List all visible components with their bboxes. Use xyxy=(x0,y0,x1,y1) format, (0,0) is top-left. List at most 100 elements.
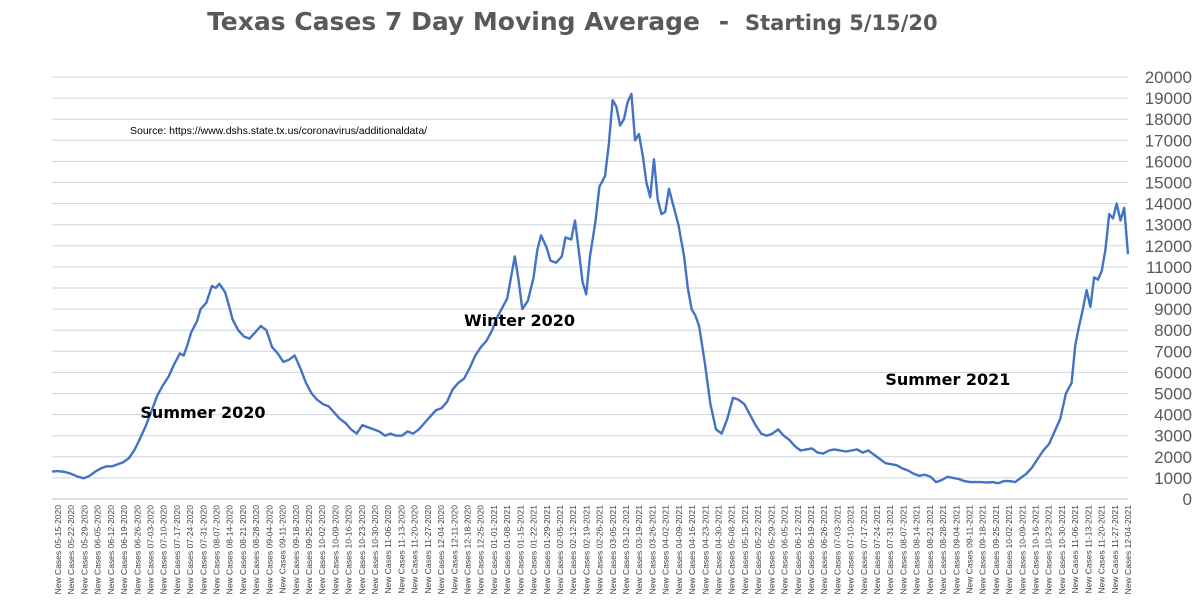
x-tick-label: New Cases 10-09-2021 xyxy=(1017,505,1027,595)
x-axis: New Cases 05-15-2020 New Cases 05-22-2020… xyxy=(53,505,1133,595)
annotations: Summer 2020 Winter 2020 Summer 2021 xyxy=(140,311,1010,422)
x-tick-label: New Cases 06-19-2021 xyxy=(806,505,816,595)
x-tick-label: New Cases 11-20-2021 xyxy=(1097,505,1107,594)
x-tick-label: New Cases 06-12-2020 xyxy=(106,505,116,595)
x-tick-label: New Cases 09-04-2020 xyxy=(264,505,274,595)
x-tick-label: New Cases 11-20-2020 xyxy=(410,505,420,594)
x-tick-label: New Cases 11-06-2021 xyxy=(1070,505,1080,594)
y-tick-label: 1000 xyxy=(1154,469,1192,488)
x-tick-label: New Cases 05-15-2021 xyxy=(740,505,750,595)
x-tick-label: New Cases 11-27-2021 xyxy=(1110,505,1120,594)
x-tick-label: New Cases 07-24-2021 xyxy=(872,505,882,595)
x-tick-label: New Cases 07-24-2020 xyxy=(185,505,195,595)
x-tick-label: New Cases 10-09-2020 xyxy=(330,505,340,595)
x-tick-label: New Cases 02-05-2021 xyxy=(555,505,565,595)
y-axis: 0 1000 2000 3000 4000 5000 6000 7000 8000 9000 100… xyxy=(1145,68,1192,509)
y-tick-label: 19000 xyxy=(1145,89,1192,108)
x-tick-label: New Cases 08-28-2020 xyxy=(251,505,261,595)
y-tick-label: 8000 xyxy=(1154,321,1192,340)
x-tick-label: New Cases 10-30-2020 xyxy=(370,505,380,595)
y-tick-label: 7000 xyxy=(1154,342,1192,361)
x-tick-label: New Cases 06-26-2020 xyxy=(132,505,142,595)
y-tick-label: 18000 xyxy=(1145,110,1192,129)
x-tick-label: New Cases 07-31-2020 xyxy=(198,505,208,595)
y-tick-label: 16000 xyxy=(1145,152,1192,171)
y-tick-label: 14000 xyxy=(1145,195,1192,214)
y-tick-label: 4000 xyxy=(1154,406,1192,425)
y-tick-label: 2000 xyxy=(1154,448,1192,467)
x-tick-label: New Cases 03-05-2021 xyxy=(608,505,618,595)
x-tick-label: New Cases 08-28-2021 xyxy=(938,505,948,595)
x-tick-label: New Cases 06-12-2021 xyxy=(793,505,803,595)
x-tick-label: New Cases 07-10-2020 xyxy=(159,505,169,595)
y-tick-label: 6000 xyxy=(1154,363,1192,382)
x-tick-label: New Cases 04-30-2021 xyxy=(713,505,723,595)
x-tick-label: New Cases 01-29-2021 xyxy=(542,505,552,595)
y-tick-label: 17000 xyxy=(1145,131,1192,150)
x-tick-label: New Cases 09-18-2021 xyxy=(978,505,988,595)
x-tick-label: New Cases 04-02-2021 xyxy=(661,505,671,595)
y-tick-label: 10000 xyxy=(1145,279,1192,298)
x-tick-label: New Cases 07-03-2020 xyxy=(145,505,155,595)
x-tick-label: New Cases 10-16-2021 xyxy=(1031,505,1041,595)
x-tick-label: New Cases 05-08-2021 xyxy=(727,505,737,595)
annotation-label: Summer 2020 xyxy=(140,403,265,422)
title-separator: - xyxy=(719,7,729,36)
series-line xyxy=(51,92,1130,485)
x-tick-label: New Cases 08-07-2021 xyxy=(898,505,908,595)
x-tick-label: New Cases 12-25-2020 xyxy=(476,505,486,595)
x-tick-label: New Cases 10-23-2021 xyxy=(1044,505,1054,595)
y-tick-label: 0 xyxy=(1183,490,1192,509)
x-tick-label: New Cases 12-04-2021 xyxy=(1123,505,1133,595)
x-tick-label: New Cases 04-09-2021 xyxy=(674,505,684,595)
gridlines xyxy=(52,76,1128,500)
y-tick-label: 12000 xyxy=(1145,237,1192,256)
x-tick-label: New Cases 07-03-2021 xyxy=(832,505,842,595)
x-tick-label: New Cases 01-22-2021 xyxy=(529,505,539,595)
y-tick-label: 3000 xyxy=(1154,427,1192,446)
x-tick-label: New Cases 12-18-2020 xyxy=(463,505,473,595)
x-tick-label: New Cases 11-13-2021 xyxy=(1083,505,1093,594)
chart-subtitle: Starting 5/15/20 xyxy=(745,11,938,35)
x-tick-label: New Cases 07-31-2021 xyxy=(885,505,895,595)
x-tick-label: New Cases 09-11-2020 xyxy=(278,505,288,594)
x-tick-label: New Cases 10-23-2020 xyxy=(357,505,367,595)
x-tick-label: New Cases 06-05-2020 xyxy=(93,505,103,595)
y-tick-label: 13000 xyxy=(1145,216,1192,235)
chart-title: Texas Cases 7 Day Moving Average xyxy=(207,7,700,36)
y-tick-label: 11000 xyxy=(1146,258,1192,277)
x-tick-label: New Cases 08-21-2020 xyxy=(238,505,248,595)
x-tick-label: New Cases 01-08-2021 xyxy=(502,505,512,595)
x-tick-label: New Cases 02-19-2021 xyxy=(581,505,591,595)
x-tick-label: New Cases 07-10-2021 xyxy=(846,505,856,595)
annotation-label: Winter 2020 xyxy=(464,311,575,330)
x-tick-label: New Cases 10-02-2021 xyxy=(1004,505,1014,595)
x-tick-label: New Cases 02-26-2021 xyxy=(595,505,605,595)
x-tick-label: New Cases 09-25-2020 xyxy=(304,505,314,595)
x-tick-label: New Cases 01-01-2021 xyxy=(489,505,499,595)
x-tick-label: New Cases 05-29-2021 xyxy=(766,505,776,595)
x-tick-label: New Cases 11-27-2020 xyxy=(423,505,433,594)
x-tick-label: New Cases 03-19-2021 xyxy=(634,505,644,595)
y-tick-label: 20000 xyxy=(1145,68,1192,87)
x-tick-label: New Cases 11-13-2020 xyxy=(396,505,406,594)
source-note: Source: https://www.dshs.state.tx.us/cor… xyxy=(130,125,427,137)
x-tick-label: New Cases 04-16-2021 xyxy=(687,505,697,595)
x-tick-label: New Cases 12-04-2020 xyxy=(436,505,446,595)
x-tick-label: New Cases 06-26-2021 xyxy=(819,505,829,595)
x-tick-label: New Cases 05-29-2020 xyxy=(79,505,89,595)
x-tick-label: New Cases 11-06-2020 xyxy=(383,505,393,594)
x-tick-label: New Cases 07-17-2020 xyxy=(172,505,182,595)
x-tick-label: New Cases 09-18-2020 xyxy=(291,505,301,595)
x-tick-label: New Cases 06-19-2020 xyxy=(119,505,129,595)
x-tick-label: New Cases 10-16-2020 xyxy=(344,505,354,595)
x-tick-label: New Cases 08-14-2021 xyxy=(912,505,922,595)
x-tick-label: New Cases 10-02-2020 xyxy=(317,505,327,595)
x-tick-label: New Cases 09-11-2021 xyxy=(964,505,974,594)
x-tick-label: New Cases 07-17-2021 xyxy=(859,505,869,595)
y-tick-label: 9000 xyxy=(1154,300,1192,319)
x-tick-label: New Cases 09-25-2021 xyxy=(991,505,1001,595)
x-tick-label: New Cases 08-21-2021 xyxy=(925,505,935,595)
x-tick-label: New Cases 08-07-2020 xyxy=(212,505,222,595)
